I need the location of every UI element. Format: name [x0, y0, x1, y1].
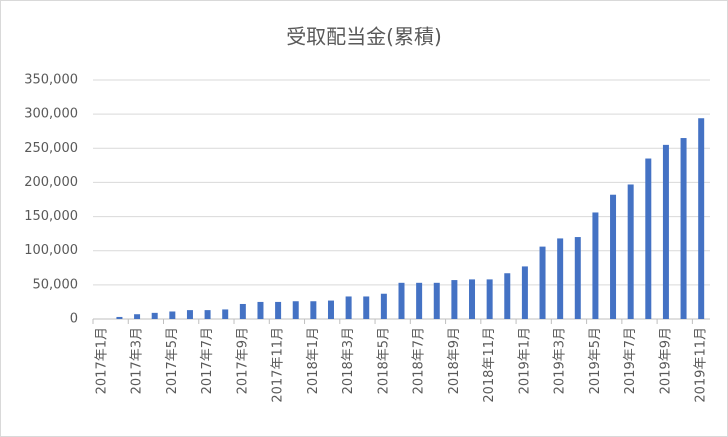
x-tick-label: 2018年11月	[482, 327, 497, 403]
bar	[398, 282, 405, 319]
x-tick-label: 2017年11月	[271, 327, 286, 403]
x-tick-label: 2017年9月	[235, 327, 250, 394]
x-tick-label: 2019年5月	[588, 327, 603, 394]
bar	[469, 279, 476, 319]
bar	[521, 266, 528, 319]
bar	[151, 312, 158, 319]
bar	[275, 301, 282, 319]
x-tick-label: 2018年5月	[376, 327, 391, 394]
bar	[310, 301, 317, 319]
bar	[592, 212, 599, 319]
x-tick-label: 2018年3月	[341, 327, 356, 394]
x-tick-label: 2017年1月	[94, 327, 109, 394]
chart-title: 受取配当金(累積)	[286, 25, 442, 49]
bar	[169, 311, 176, 319]
bar	[433, 282, 440, 319]
bar	[186, 310, 193, 319]
y-tick-label: 150,000	[24, 209, 78, 224]
bar	[257, 301, 264, 319]
bar	[416, 282, 423, 319]
x-tick-label: 2019年7月	[623, 327, 638, 394]
y-tick-label: 50,000	[33, 277, 79, 292]
x-tick-label: 2017年7月	[200, 327, 215, 394]
bar	[574, 237, 581, 319]
x-tick-label: 2019年3月	[553, 327, 568, 394]
x-tick-label: 2019年11月	[694, 327, 709, 403]
bar	[680, 138, 687, 319]
y-tick-label: 0	[70, 312, 78, 327]
y-tick-label: 200,000	[24, 175, 78, 190]
x-tick-label: 2018年1月	[306, 327, 321, 394]
bar	[116, 316, 123, 319]
y-tick-label: 350,000	[24, 73, 78, 88]
bar	[292, 301, 299, 319]
bar	[134, 314, 141, 319]
x-tick-label: 2018年9月	[447, 327, 462, 394]
x-tick-label: 2018年7月	[412, 327, 427, 394]
bar	[239, 303, 246, 319]
x-tick-label: 2019年1月	[517, 327, 532, 394]
x-tick-label: 2017年3月	[130, 327, 145, 394]
x-tick-label: 2019年9月	[658, 327, 673, 394]
bar	[345, 296, 352, 319]
y-tick-label: 100,000	[24, 243, 78, 258]
bar	[627, 184, 634, 319]
bar	[204, 310, 211, 319]
bar	[327, 300, 334, 319]
bar	[662, 144, 669, 319]
bar	[363, 296, 370, 319]
bar	[380, 293, 387, 319]
bar	[504, 273, 511, 319]
bar	[451, 280, 458, 319]
bar	[557, 238, 564, 319]
bar	[645, 158, 652, 319]
bar	[539, 246, 546, 319]
bar	[222, 309, 229, 319]
x-tick-label: 2017年5月	[165, 327, 180, 394]
bar	[610, 194, 617, 319]
bar	[486, 279, 493, 319]
bar	[698, 118, 705, 320]
y-tick-label: 250,000	[24, 141, 78, 156]
y-tick-label: 300,000	[24, 107, 78, 122]
